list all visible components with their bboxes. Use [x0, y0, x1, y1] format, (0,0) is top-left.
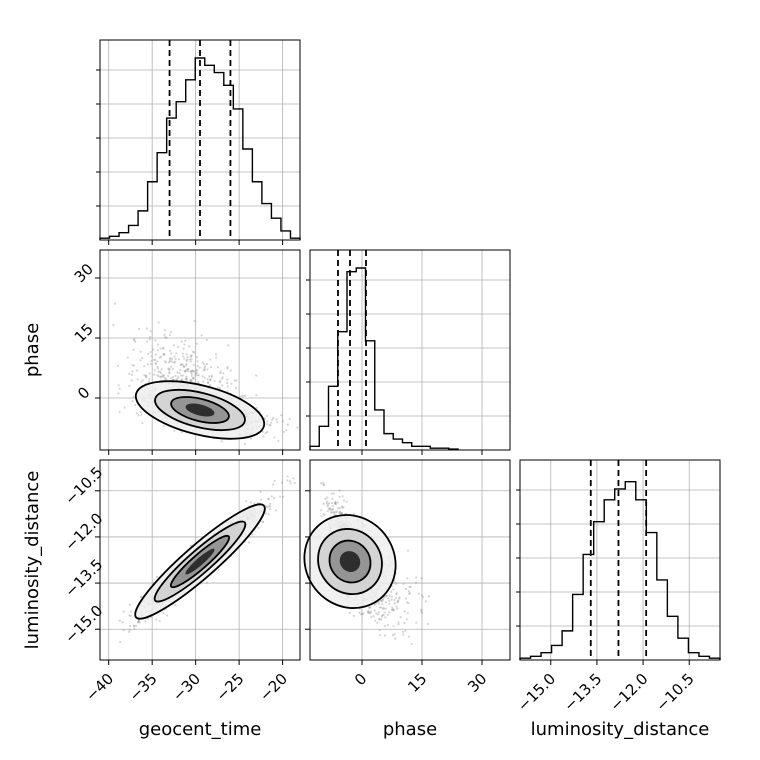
- histogram-step: [99, 57, 301, 240]
- panel-2d-geocent-time-vs-luminosity-distance: −40 −35 −30 −25 −20−15.0−13.5−12.0−10.5: [61, 459, 301, 705]
- histogram-step: [519, 480, 721, 660]
- x-tick-label: −25: [213, 670, 248, 705]
- x-tick-label: −15.0: [514, 670, 559, 715]
- panel-2d-phase-vs-luminosity-distance: 0 15 30: [303, 459, 511, 696]
- y-tick-label: 30: [71, 260, 97, 286]
- x-tick-label: −20: [256, 670, 291, 705]
- x-axis-label-phase: phase: [383, 719, 437, 740]
- x-tick-label: 15: [404, 670, 430, 696]
- x-tick-label: −35: [126, 670, 161, 705]
- x-tick-label: 30: [464, 670, 490, 696]
- x-tick-label: −13.5: [560, 670, 605, 715]
- panel-hist-phase: [306, 249, 511, 455]
- panel-hist-geocent-time: [96, 39, 301, 245]
- x-tick-label: −40: [82, 670, 117, 705]
- y-tick-label: 0: [74, 383, 93, 402]
- x-tick-label: −10.5: [652, 670, 697, 715]
- y-axis-label-phase: phase: [22, 323, 43, 377]
- x-axis-label-luminosity-distance: luminosity_distance: [531, 719, 710, 740]
- x-tick-label: −30: [169, 670, 204, 705]
- contour-level: [339, 551, 361, 573]
- y-axis-label-luminosity-distance: luminosity_distance: [22, 471, 43, 650]
- panel-2d-geocent-time-vs-phase: 0 15 30: [71, 249, 301, 455]
- x-axis-label-geocent-time: geocent_time: [139, 719, 262, 740]
- x-tick-label: 0: [351, 670, 370, 689]
- contour-level: [185, 548, 215, 575]
- x-tick-label: −12.0: [606, 670, 651, 715]
- y-tick-label: 15: [71, 320, 97, 346]
- panel-hist-luminosity-distance: −15.0 −13.5 −12.0 −10.5: [514, 459, 721, 715]
- contour-level: [185, 403, 215, 417]
- histogram-step: [309, 267, 459, 450]
